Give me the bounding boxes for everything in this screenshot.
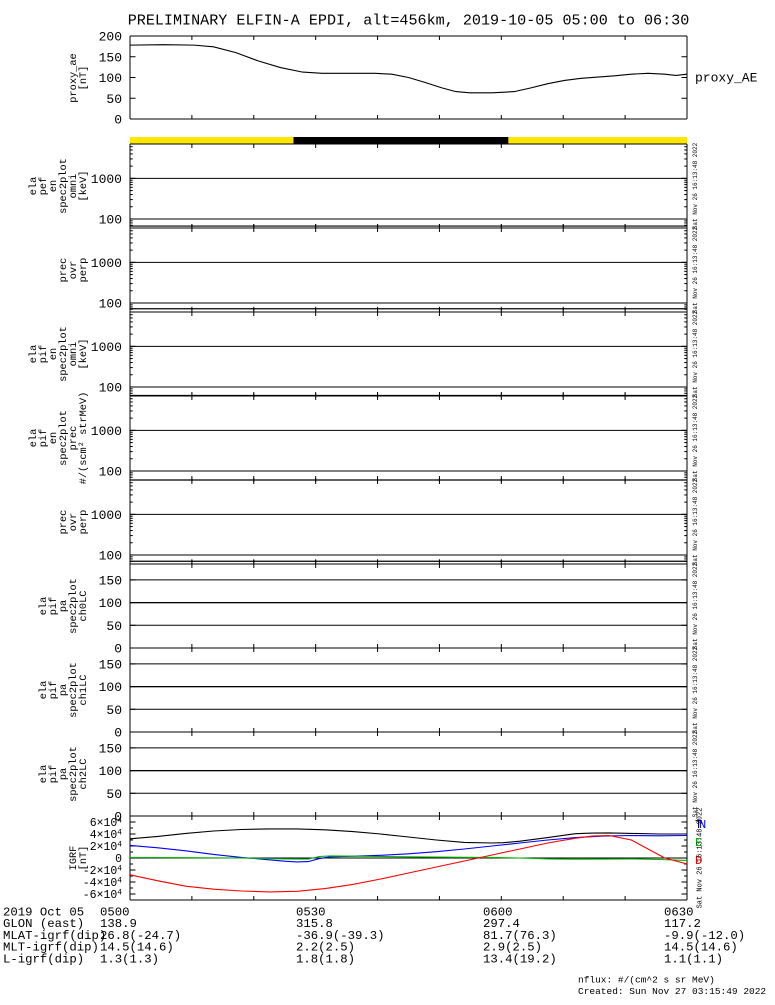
svg-text:100: 100: [99, 548, 122, 563]
svg-text:1000: 1000: [91, 424, 122, 439]
svg-text:100: 100: [99, 71, 122, 86]
svg-text:2×104: 2×104: [90, 840, 123, 854]
svg-text:50: 50: [106, 703, 122, 718]
svg-text:1.3(1.3): 1.3(1.3): [100, 952, 159, 966]
svg-text:100: 100: [99, 464, 122, 479]
svg-text:Created: Sun Nov 27 03:15:49 2: Created: Sun Nov 27 03:15:49 2022: [578, 986, 766, 997]
svg-text:150: 150: [99, 50, 122, 65]
svg-text:1.1(1.1): 1.1(1.1): [664, 952, 723, 966]
svg-text:1000: 1000: [91, 340, 122, 355]
svg-text:150: 150: [99, 657, 122, 672]
svg-text:150: 150: [99, 573, 122, 588]
svg-text:50: 50: [106, 619, 122, 634]
svg-text:0: 0: [114, 642, 122, 657]
svg-text:-4×104: -4×104: [83, 876, 123, 890]
svg-text:nflux: #/(cm^2 s sr MeV): nflux: #/(cm^2 s sr MeV): [578, 974, 715, 985]
svg-text:100: 100: [99, 680, 122, 695]
svg-text:150: 150: [99, 741, 122, 756]
svg-text:100: 100: [99, 296, 122, 311]
svg-text:1000: 1000: [91, 256, 122, 271]
svg-text:200: 200: [99, 30, 122, 45]
svg-text:1.8(1.8): 1.8(1.8): [296, 952, 355, 966]
svg-text:100: 100: [99, 764, 122, 779]
svg-text:PRELIMINARY ELFIN-A EPDI, alt=: PRELIMINARY ELFIN-A EPDI, alt=456km, 201…: [128, 12, 690, 30]
svg-text:50: 50: [106, 92, 122, 107]
svg-text:13.4(19.2): 13.4(19.2): [483, 952, 557, 966]
svg-text:1000: 1000: [91, 172, 122, 187]
svg-text:50: 50: [106, 787, 122, 802]
svg-text:-6×104: -6×104: [83, 888, 123, 902]
svg-text:100: 100: [99, 380, 122, 395]
svg-text:proxy_AE: proxy_AE: [695, 71, 758, 86]
svg-text:1000: 1000: [91, 508, 122, 523]
svg-text:100: 100: [99, 212, 122, 227]
svg-text:0: 0: [114, 726, 122, 741]
svg-text:100: 100: [99, 596, 122, 611]
svg-text:0: 0: [115, 853, 122, 866]
svg-text:0: 0: [114, 113, 122, 128]
svg-text:L-igrf(dip): L-igrf(dip): [3, 952, 84, 966]
